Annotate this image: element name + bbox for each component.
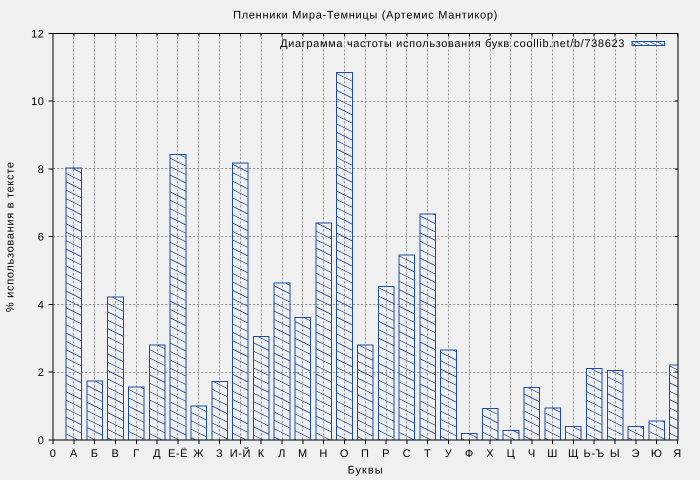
svg-text:Т: Т	[424, 448, 431, 460]
svg-text:И-Й: И-Й	[230, 447, 251, 460]
svg-text:Ц: Ц	[507, 448, 516, 460]
svg-text:12: 12	[31, 28, 44, 40]
svg-text:З: З	[216, 448, 223, 460]
svg-text:Е-Ё: Е-Ё	[168, 447, 188, 460]
svg-text:10: 10	[31, 96, 44, 108]
svg-text:Буквы: Буквы	[348, 465, 384, 477]
svg-text:О: О	[340, 448, 349, 460]
svg-text:В: В	[112, 448, 120, 460]
svg-text:Ч: Ч	[528, 448, 536, 460]
svg-text:Диаграмма частоты использовани: Диаграмма частоты использования букв coo…	[280, 38, 625, 50]
svg-text:Э: Э	[632, 448, 641, 460]
svg-text:Ю: Ю	[651, 448, 663, 460]
svg-text:Пленники Мира-Темницы (Артемис: Пленники Мира-Темницы (Артемис Мантикор)	[233, 10, 498, 22]
svg-text:8: 8	[38, 164, 45, 176]
svg-text:Л: Л	[278, 448, 286, 460]
svg-text:Ь-Ъ: Ь-Ъ	[584, 448, 605, 460]
svg-text:Р: Р	[382, 448, 390, 460]
svg-text:Ф: Ф	[465, 448, 474, 460]
svg-text:0: 0	[50, 448, 57, 460]
svg-text:Я: Я	[673, 448, 682, 460]
svg-text:К: К	[258, 448, 265, 460]
svg-text:6: 6	[38, 232, 45, 244]
svg-text:4: 4	[38, 300, 45, 312]
svg-text:Д: Д	[153, 448, 161, 460]
svg-text:Ы: Ы	[610, 448, 620, 460]
svg-text:Ш: Ш	[547, 448, 558, 460]
svg-text:П: П	[361, 448, 370, 460]
svg-text:У: У	[445, 448, 453, 460]
svg-text:Щ: Щ	[568, 448, 579, 460]
svg-text:Г: Г	[133, 448, 140, 460]
svg-text:% использования в тексте: % использования в тексте	[5, 161, 17, 312]
svg-text:М: М	[298, 448, 308, 460]
svg-text:Б: Б	[91, 448, 99, 460]
svg-text:А: А	[70, 448, 78, 460]
svg-text:С: С	[403, 448, 412, 460]
svg-text:2: 2	[38, 367, 45, 379]
svg-text:Х: Х	[486, 448, 494, 460]
svg-text:Ж: Ж	[193, 448, 204, 460]
svg-text:Н: Н	[319, 448, 328, 460]
svg-text:0: 0	[38, 435, 45, 447]
